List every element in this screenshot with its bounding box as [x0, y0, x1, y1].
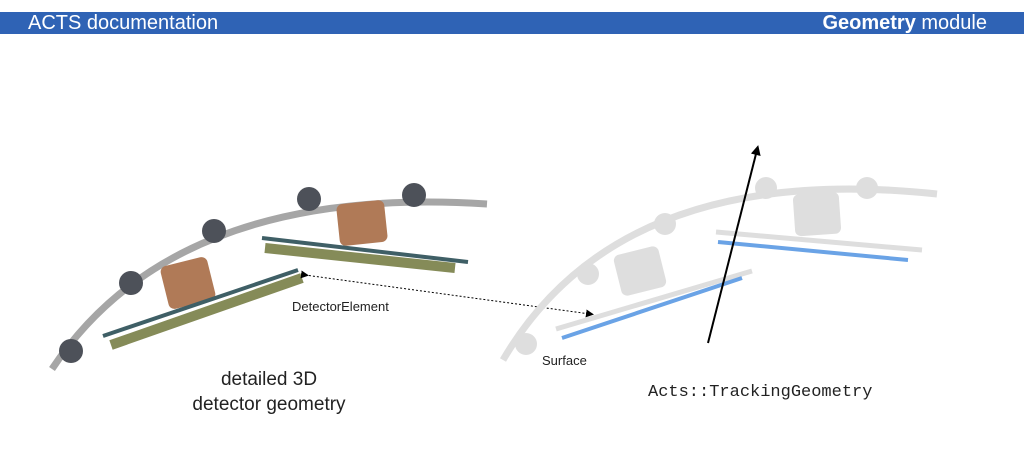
header-right-title-bold: Geometry [822, 12, 916, 34]
header-right-title: Geometry module [822, 12, 987, 34]
left-caption-line1: detailed 3D [221, 369, 317, 390]
cable-circle-ghost [577, 263, 599, 285]
right-caption: Acts::TrackingGeometry [648, 383, 872, 402]
header-bar: ACTS documentation Geometry module [0, 12, 1024, 34]
sensor-ghost [715, 229, 923, 253]
surface-label: Surface [542, 353, 587, 368]
sensor-ghost [555, 268, 753, 332]
cable-circle-ghost [755, 177, 777, 199]
module-box [160, 257, 216, 309]
tracking-geometry [499, 145, 938, 362]
header-right-title-rest: module [915, 12, 987, 34]
module-box-ghost [613, 246, 667, 296]
track-arrow [707, 145, 761, 344]
module-box [336, 200, 388, 246]
detector-element-sensor [264, 243, 456, 273]
cable-circle [402, 183, 426, 207]
detector-element-label: DetectorElement [292, 299, 389, 314]
detector-element-sensor-edge [261, 236, 469, 264]
module-box-ghost [792, 191, 842, 237]
header-left-title: ACTS documentation [28, 12, 219, 34]
cable-circle [202, 219, 226, 243]
cable-circle [59, 339, 83, 363]
cable-circle-ghost [856, 177, 878, 199]
cable-circle-ghost [515, 333, 537, 355]
detector-element-sensor [109, 273, 304, 350]
left-caption-line2: detector geometry [192, 394, 346, 415]
cable-circle-ghost [654, 213, 676, 235]
surface-plane [717, 240, 909, 262]
detailed-detector-geometry [49, 183, 488, 371]
detector-element-sensor-edge [102, 268, 299, 338]
cable-circle [119, 271, 143, 295]
surface-plane [561, 276, 743, 340]
cable-circle [297, 187, 321, 211]
